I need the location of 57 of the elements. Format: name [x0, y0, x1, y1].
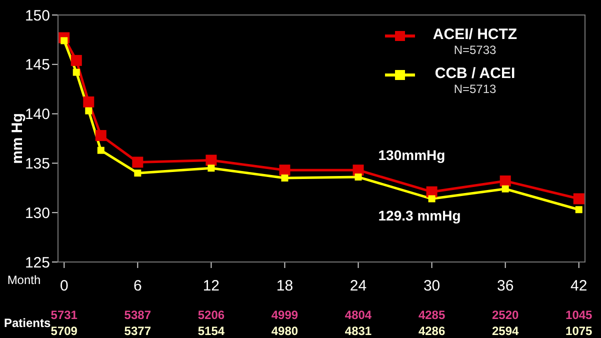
point [279, 164, 290, 176]
x-tick-label: 6 [133, 278, 142, 295]
y-tick-label: 135 [24, 156, 50, 173]
x-tick-label: 30 [423, 278, 440, 295]
legend-label: CCB / ACEI [434, 65, 516, 82]
text: 2520 [492, 308, 520, 322]
point [83, 96, 94, 108]
text: 4980 [271, 324, 298, 338]
y-tick-label: 125 [24, 254, 50, 272]
y-tick-label: 150 [24, 7, 50, 24]
point [85, 107, 92, 114]
y-tick-label: 140 [24, 106, 50, 124]
text: 4831 [344, 324, 372, 338]
text: 4999 [271, 308, 298, 322]
text: Patients [4, 316, 52, 330]
x-tick-label: 0 [60, 278, 68, 295]
point [428, 195, 436, 202]
x-tick-label: 36 [496, 278, 514, 295]
text: 5731 [50, 308, 78, 322]
text: 2594 [492, 324, 520, 338]
x-tick-label: 18 [276, 278, 294, 295]
point [132, 156, 144, 168]
annotation: 130mmHg [378, 147, 446, 164]
annotation: 129.3 mmHg [378, 208, 461, 224]
annotation: N=5713 [452, 82, 498, 96]
text: 1045 [566, 308, 593, 322]
point [575, 206, 582, 214]
text: 5709 [50, 324, 78, 338]
text: 1075 [566, 324, 593, 338]
text: 5206 [198, 308, 225, 322]
point [70, 54, 82, 66]
x-axis-title: Month [7, 273, 41, 287]
point [206, 154, 217, 166]
x-tick-label: 24 [350, 278, 367, 295]
x-tick-label: 12 [202, 278, 220, 295]
y-tick-label: 130 [24, 204, 50, 222]
x-tick-label: 42 [570, 278, 588, 295]
text: 4285 [418, 308, 446, 322]
text: 5154 [198, 324, 225, 338]
point [500, 175, 511, 186]
point [72, 68, 80, 76]
text: 4804 [344, 308, 372, 322]
point [97, 146, 104, 154]
y-axis-title: mm Hg [9, 113, 26, 164]
text: 5377 [124, 324, 152, 338]
y-tick-label: 145 [24, 56, 50, 74]
point [95, 130, 106, 142]
point [354, 174, 362, 181]
text: 4286 [418, 324, 446, 338]
point [134, 170, 142, 177]
legend-label: ACEI/ HCTZ [432, 26, 518, 43]
annotation: N=5733 [452, 43, 498, 57]
text: 5387 [124, 308, 152, 322]
point [502, 185, 509, 192]
point [573, 193, 584, 204]
point [208, 164, 215, 172]
point [281, 174, 288, 182]
